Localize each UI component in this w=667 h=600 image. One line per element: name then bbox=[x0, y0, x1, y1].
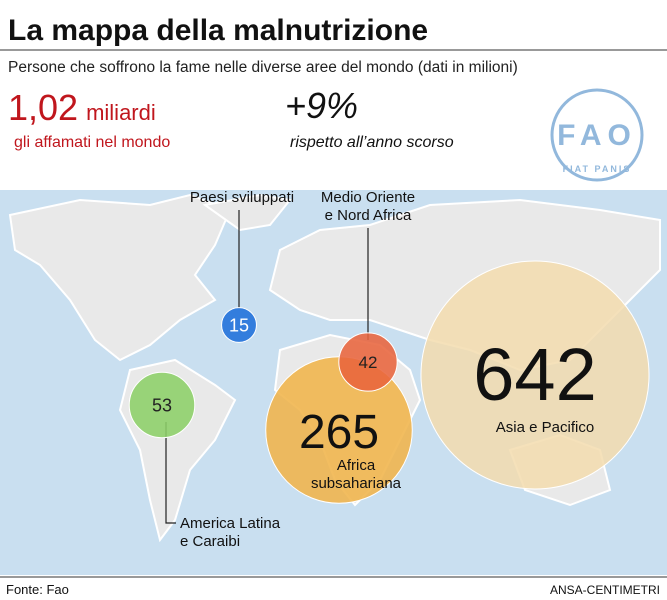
fao-logo: FAO FIAT PANIS bbox=[550, 88, 644, 182]
title: La mappa della malnutrizione bbox=[8, 14, 428, 47]
region-label: America Latina bbox=[180, 515, 281, 532]
subtitle: Persone che soffrono la fame nelle diver… bbox=[8, 59, 518, 76]
leader-line bbox=[165, 422, 176, 524]
region-label: Medio Oriente bbox=[321, 189, 415, 206]
region-label: Africa bbox=[337, 457, 376, 474]
stat-number: +9% bbox=[285, 85, 358, 126]
bubble-value: 642 bbox=[473, 333, 596, 416]
bubble-value: 53 bbox=[152, 395, 172, 415]
greenland bbox=[202, 193, 292, 232]
stat-total: 1,02 miliardi bbox=[8, 87, 156, 128]
region-label: Asia e Pacifico bbox=[496, 419, 594, 436]
stat-number: 1,02 bbox=[8, 87, 78, 128]
bubble-value: 42 bbox=[359, 353, 378, 372]
stat-unit: miliardi bbox=[86, 100, 156, 125]
bubble bbox=[338, 332, 398, 392]
stat-caption: gli affamati nel mondo bbox=[14, 134, 170, 151]
stat-caption: rispetto all’anno scorso bbox=[290, 134, 454, 151]
bubble-value: 265 bbox=[299, 406, 379, 459]
bubble bbox=[420, 260, 650, 490]
region-label: subsahariana bbox=[311, 475, 402, 492]
bubble-value: 15 bbox=[229, 315, 249, 335]
region-label: Paesi sviluppati bbox=[190, 189, 294, 206]
bubble bbox=[128, 371, 196, 439]
footer-band bbox=[0, 575, 667, 600]
logo-ring bbox=[550, 88, 644, 182]
logo-motto: FIAT PANIS bbox=[563, 164, 632, 174]
credit: ANSA-CENTIMETRI bbox=[550, 583, 660, 597]
source: Fonte: Fao bbox=[6, 582, 69, 597]
logo-letters: FAO bbox=[557, 119, 637, 152]
region-label: e Caraibi bbox=[180, 533, 240, 550]
north-america bbox=[8, 193, 232, 362]
bubble bbox=[221, 307, 257, 343]
region-label: e Nord Africa bbox=[325, 207, 412, 224]
